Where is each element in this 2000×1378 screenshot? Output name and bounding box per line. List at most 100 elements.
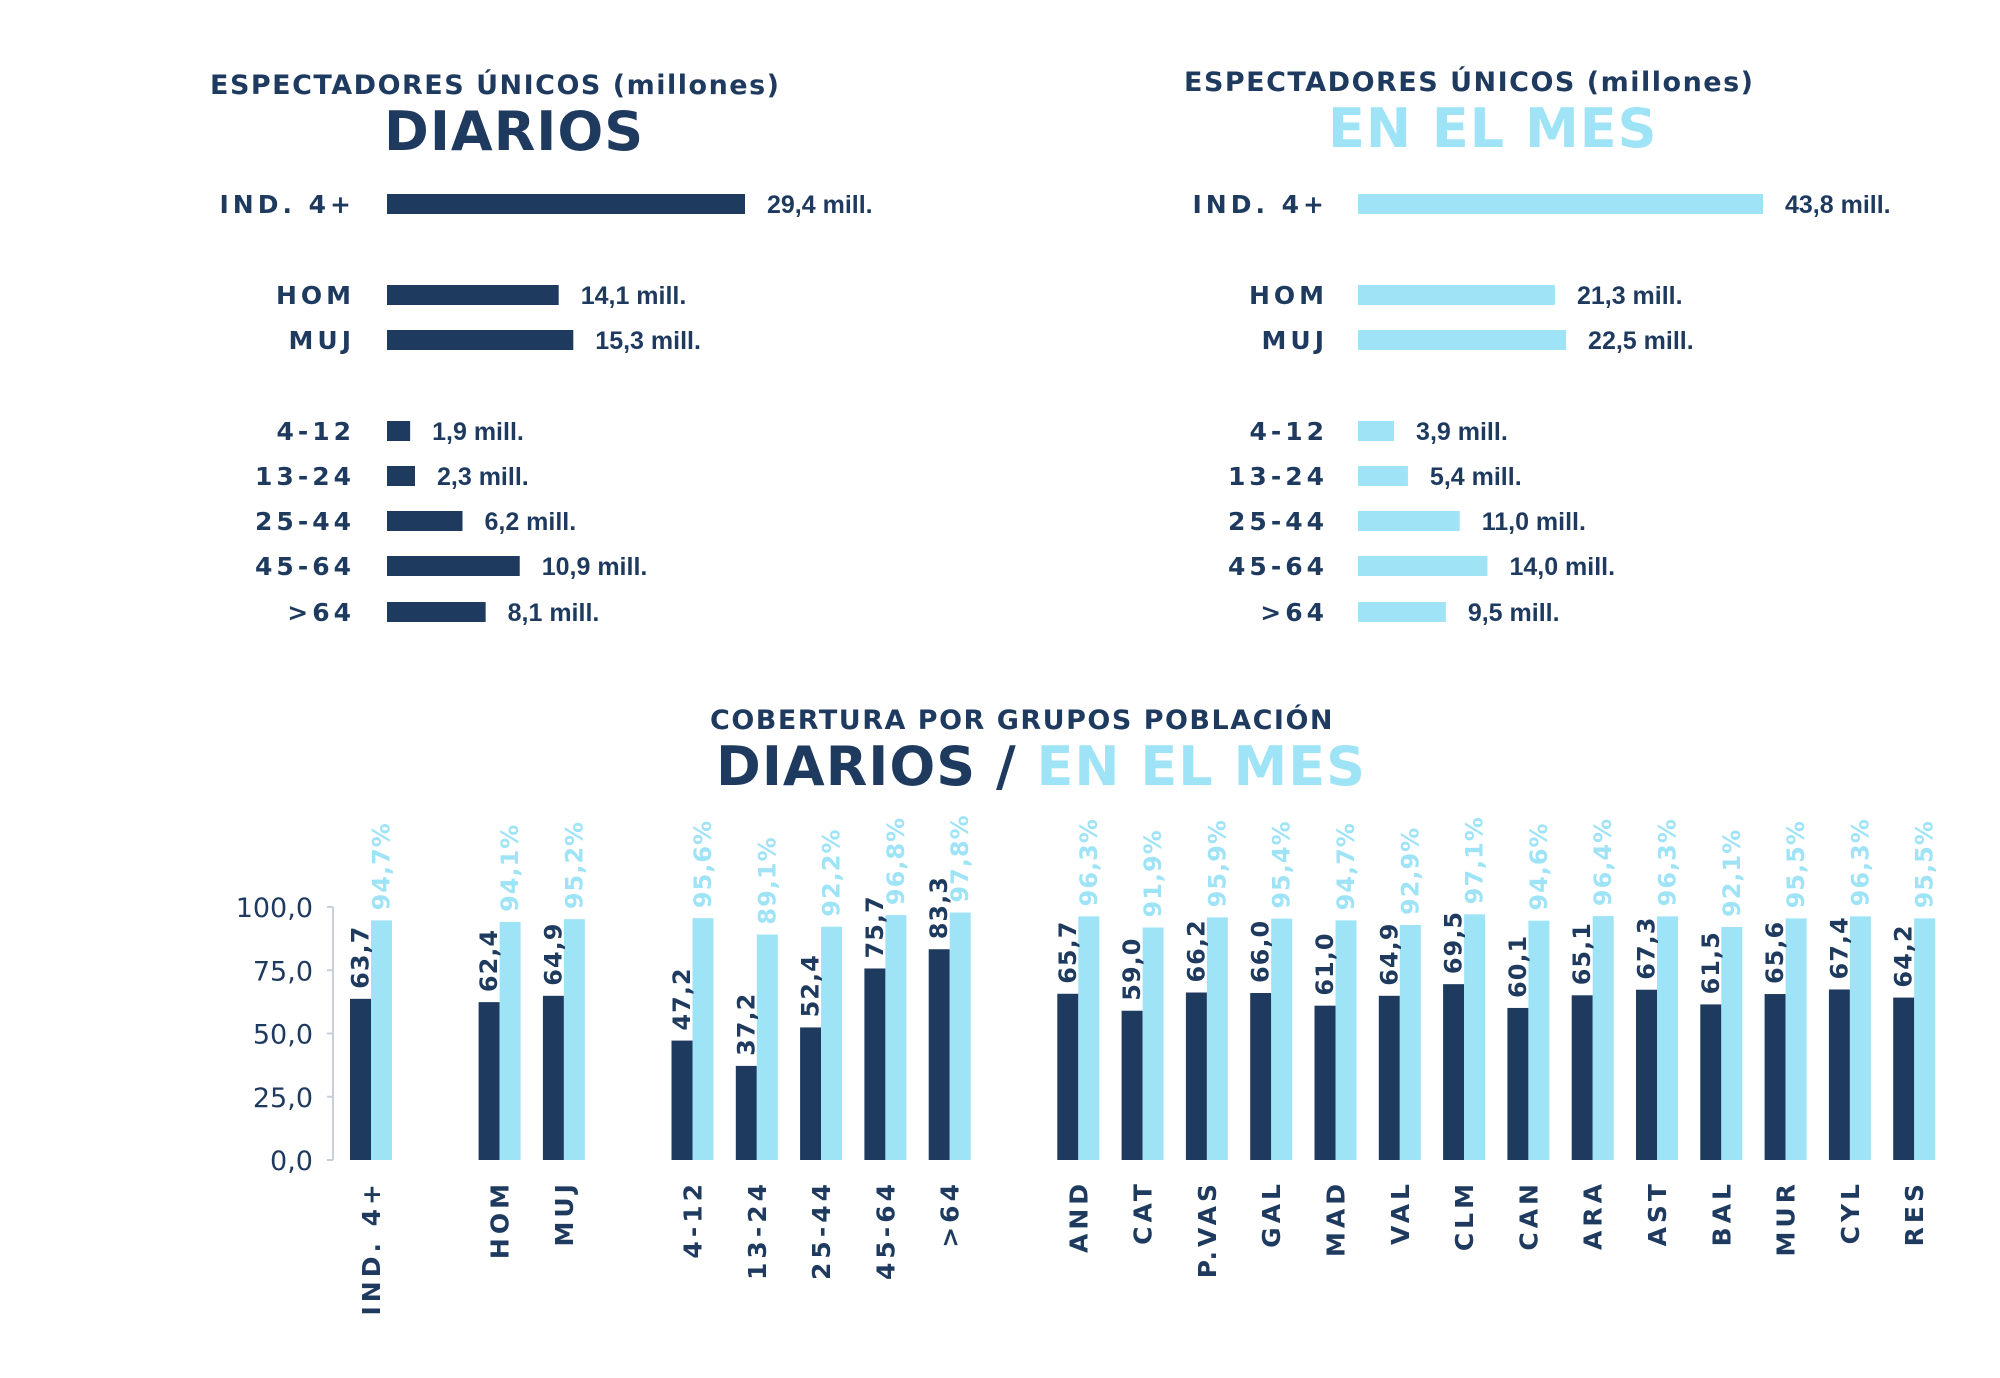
x-category-label: 25-44 (807, 1180, 836, 1280)
bar-monthly-value-label: 96,3% (1654, 818, 1682, 906)
bar-daily-value-label: 83,3 (925, 876, 953, 939)
bar-daily-value-label: 63,7 (347, 926, 375, 989)
bar-monthly-value-label: 95,6% (689, 820, 717, 908)
bar-monthly (1528, 920, 1550, 1160)
hbar0-bar (387, 421, 411, 441)
bar-daily-value-label: 64,9 (539, 923, 567, 986)
x-category-label: 45-64 (871, 1180, 900, 1280)
hbar0-category-label: 4-12 (276, 417, 355, 446)
bar-daily-value-label: 67,4 (1825, 916, 1853, 979)
hbar1-value-label: 21,3 mill. (1577, 282, 1683, 310)
bar-monthly (1206, 917, 1228, 1160)
hbar1-bar (1358, 466, 1408, 486)
bar-monthly (1078, 916, 1100, 1160)
hbar0-bar (387, 466, 416, 486)
hbar1-bar (1358, 556, 1488, 576)
hbar0-value-label: 15,3 mill. (595, 327, 701, 355)
bar-monthly-value-label: 96,3% (1075, 818, 1103, 906)
bar-monthly-value-label: 94,7% (1332, 822, 1360, 910)
hbar0-category-label: MUJ (289, 326, 355, 355)
hbar0-value-label: 10,9 mill. (542, 553, 648, 581)
bar-monthly-value-label: 95,5% (1911, 820, 1939, 908)
x-category-label: CLM (1450, 1180, 1479, 1251)
bar-daily (1571, 995, 1593, 1160)
bar-monthly-value-label: 92,9% (1396, 827, 1424, 915)
hbar1-bar (1358, 285, 1555, 305)
hbar1-value-label: 22,5 mill. (1588, 327, 1694, 355)
bar-daily-value-label: 62,4 (475, 929, 503, 992)
bar-daily (1507, 1007, 1529, 1160)
x-category-label: MUJ (550, 1180, 579, 1246)
left-panel-title: DIARIOS (384, 100, 645, 163)
x-category-label: CYL (1836, 1180, 1865, 1244)
hbar1-value-label: 9,5 mill. (1468, 599, 1560, 627)
hbar0-bar (387, 330, 574, 350)
bar-monthly (1657, 916, 1678, 1160)
x-category-label: ARA (1579, 1180, 1608, 1250)
hbar0-value-label: 14,1 mill. (581, 282, 687, 310)
x-category-label: AND (1064, 1180, 1093, 1253)
x-category-label: HOM (486, 1180, 515, 1259)
hbar1-bar (1358, 602, 1446, 622)
x-category-label: VAL (1386, 1180, 1415, 1245)
bar-monthly (371, 920, 392, 1160)
bar-monthly (1721, 926, 1743, 1160)
bar-monthly-value-label: 91,9% (1139, 829, 1167, 917)
bar-daily-value-label: 75,7 (861, 895, 889, 958)
hbar1-category-label: 4-12 (1249, 417, 1328, 446)
hbar1-value-label: 3,9 mill. (1416, 418, 1508, 446)
hbar1-value-label: 11,0 mill. (1482, 508, 1586, 536)
bar-monthly-value-label: 89,1% (753, 836, 781, 924)
bar-monthly-value-label: 96,3% (1846, 818, 1874, 906)
bottom-chart-subtitle: COBERTURA POR GRUPOS POBLACIÓN (710, 705, 1335, 736)
bar-monthly (692, 918, 714, 1160)
bar-daily-value-label: 37,2 (732, 993, 760, 1056)
bar-monthly-value-label: 95,2% (560, 821, 588, 909)
bar-monthly (1785, 918, 1807, 1160)
bar-daily (928, 949, 950, 1160)
bottom-title-separator: / (976, 735, 1037, 798)
hbar0-category-label: >64 (287, 598, 355, 627)
bar-daily-value-label: 65,7 (1054, 921, 1082, 984)
bar-daily (864, 968, 886, 1160)
x-category-label: MUR (1772, 1180, 1801, 1256)
bar-daily-value-label: 65,6 (1761, 921, 1789, 984)
bar-monthly (885, 915, 907, 1160)
bar-monthly-value-label: 97,1% (1461, 816, 1489, 904)
y-tick-label: 75,0 (253, 956, 313, 987)
bar-daily (1121, 1010, 1143, 1160)
hbar0-bar (387, 194, 745, 214)
bar-daily (1250, 993, 1272, 1160)
x-category-label: P.VAS (1193, 1180, 1222, 1278)
bar-daily-value-label: 69,5 (1440, 911, 1468, 974)
x-category-label: >64 (936, 1180, 965, 1248)
bar-daily-value-label: 47,2 (668, 967, 696, 1030)
hbar0-bar (387, 602, 486, 622)
bar-monthly-value-label: 94,6% (1525, 822, 1553, 910)
x-category-label: CAN (1514, 1180, 1543, 1251)
bar-monthly (1271, 918, 1293, 1160)
hbar1-bar (1358, 421, 1395, 441)
bar-daily-value-label: 59,0 (1118, 938, 1146, 1001)
bar-daily (800, 1027, 822, 1160)
hbar0-category-label: HOM (276, 281, 355, 310)
bar-daily-value-label: 66,0 (1247, 920, 1275, 983)
bar-daily-value-label: 64,2 (1890, 924, 1918, 987)
hbar1-category-label: IND. 4+ (1192, 190, 1328, 219)
bar-monthly (563, 919, 585, 1160)
hbar0-bar (387, 511, 463, 531)
x-category-label: MAD (1322, 1180, 1351, 1257)
bar-monthly (1335, 920, 1357, 1160)
bar-monthly (949, 912, 971, 1160)
bar-monthly (1849, 916, 1871, 1160)
bar-monthly-value-label: 95,4% (1268, 820, 1296, 908)
bar-daily (1700, 1004, 1722, 1160)
y-tick-label: 100,0 (236, 893, 313, 924)
hbar0-value-label: 2,3 mill. (437, 463, 529, 491)
x-category-label: 13-24 (743, 1180, 772, 1280)
bar-monthly-value-label: 96,8% (882, 817, 910, 905)
x-category-label: RES (1900, 1180, 1929, 1246)
hbar1-bar (1358, 511, 1460, 531)
hbar1-category-label: 13-24 (1228, 462, 1328, 491)
bar-daily-value-label: 67,3 (1633, 917, 1661, 980)
